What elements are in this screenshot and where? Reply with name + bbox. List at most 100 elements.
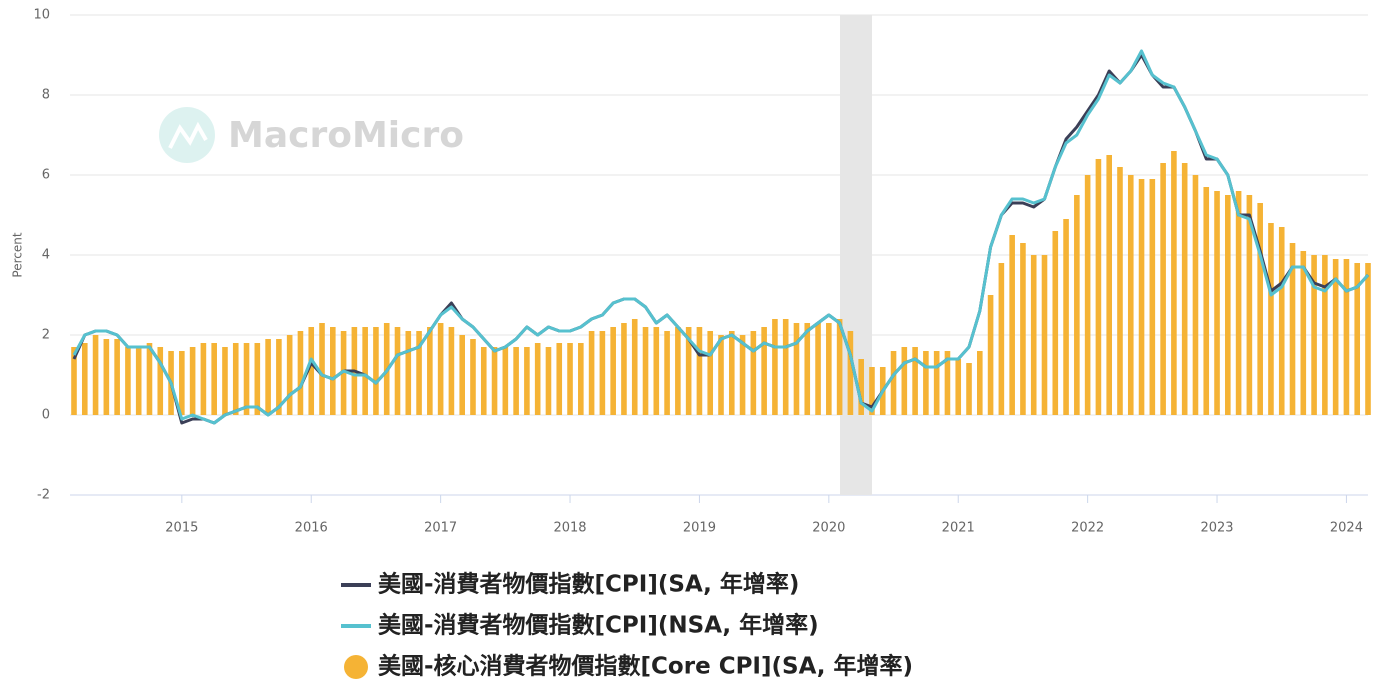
bar	[1235, 191, 1242, 415]
bar	[1278, 227, 1285, 415]
bar	[286, 335, 293, 415]
bar	[1311, 255, 1317, 415]
watermark: MacroMicro	[228, 115, 464, 156]
bar	[944, 351, 951, 415]
bar	[782, 319, 789, 415]
bar	[276, 339, 282, 415]
y-axis-label: Percent	[11, 232, 25, 277]
bar	[211, 343, 217, 415]
bar	[1160, 163, 1166, 415]
bar	[826, 323, 832, 415]
legend-label: 美國-消費者物價指數[CPI](NSA, 年增率)	[378, 612, 819, 639]
bar	[1041, 255, 1048, 415]
bar	[815, 323, 821, 415]
bar	[373, 327, 379, 415]
bar	[696, 327, 703, 415]
bar	[200, 343, 207, 415]
bar	[836, 319, 843, 415]
x-tick-label: 2018	[553, 521, 586, 536]
watermark-logo	[159, 107, 215, 163]
bar	[599, 331, 606, 415]
bar	[631, 319, 638, 415]
bar	[1257, 203, 1263, 415]
bar	[157, 347, 164, 415]
bar	[1074, 195, 1080, 415]
bar	[222, 347, 228, 415]
bar	[491, 347, 498, 415]
bar	[1106, 155, 1112, 415]
bar	[1171, 151, 1177, 415]
bar	[1117, 167, 1123, 415]
bar	[610, 327, 616, 415]
x-tick-label: 2020	[812, 521, 845, 536]
bar	[114, 339, 120, 415]
bar	[243, 343, 250, 415]
bar	[470, 339, 476, 415]
bar	[901, 347, 908, 415]
y-tick-label: 2	[42, 328, 50, 343]
bar	[125, 347, 131, 415]
bar	[1246, 195, 1253, 415]
bar	[524, 347, 530, 415]
bar	[1268, 223, 1274, 415]
bar	[297, 331, 304, 415]
x-tick-label: 2024	[1330, 521, 1363, 536]
bar	[232, 343, 239, 415]
x-tick-label: 2023	[1200, 521, 1233, 536]
bar	[92, 335, 99, 415]
bar	[254, 343, 261, 415]
legend-label: 美國-消費者物價指數[CPI](SA, 年增率)	[378, 571, 799, 598]
bar	[513, 347, 519, 415]
bar	[998, 263, 1005, 415]
bar	[1030, 255, 1037, 415]
bar	[966, 363, 972, 415]
bar	[146, 343, 153, 415]
bar	[1343, 259, 1350, 415]
bar	[987, 295, 994, 415]
bar	[265, 339, 271, 415]
bar	[664, 331, 670, 415]
bar	[847, 331, 854, 415]
bar	[81, 343, 88, 415]
bar	[933, 351, 940, 415]
bar	[1149, 179, 1156, 415]
bar	[567, 343, 573, 415]
bar	[179, 351, 185, 415]
x-tick-label: 2016	[295, 521, 328, 536]
bar	[437, 323, 444, 415]
bar	[977, 351, 983, 415]
y-tick-label: 0	[42, 408, 50, 423]
y-tick-label: -2	[37, 488, 50, 503]
bar	[621, 323, 627, 415]
y-tick-label: 10	[33, 8, 50, 23]
bar	[1181, 163, 1188, 415]
line	[72, 49, 1370, 425]
bar	[340, 331, 347, 415]
bar	[1332, 259, 1339, 415]
recession-band	[840, 15, 872, 495]
legend-label: 美國-核心消費者物價指數[Core CPI](SA, 年增率)	[378, 653, 913, 680]
bar	[1095, 159, 1102, 415]
bar	[955, 359, 962, 415]
bar	[1300, 251, 1307, 415]
bar	[685, 327, 692, 415]
bar	[502, 347, 509, 415]
bar	[556, 343, 563, 415]
x-tick-label: 2019	[683, 521, 716, 536]
bar	[189, 347, 196, 415]
bar	[750, 331, 757, 415]
bar	[718, 335, 724, 415]
bar	[858, 359, 864, 415]
y-tick-label: 6	[42, 168, 50, 183]
bar	[804, 323, 811, 415]
bar	[890, 351, 897, 415]
bar	[1127, 175, 1134, 415]
bar	[1354, 263, 1361, 415]
bar	[330, 327, 336, 415]
bar	[739, 335, 746, 415]
bar	[1052, 231, 1059, 415]
bar	[1009, 235, 1015, 415]
bar	[1138, 179, 1145, 415]
bar	[1063, 219, 1069, 415]
y-tick-label: 8	[42, 88, 50, 103]
